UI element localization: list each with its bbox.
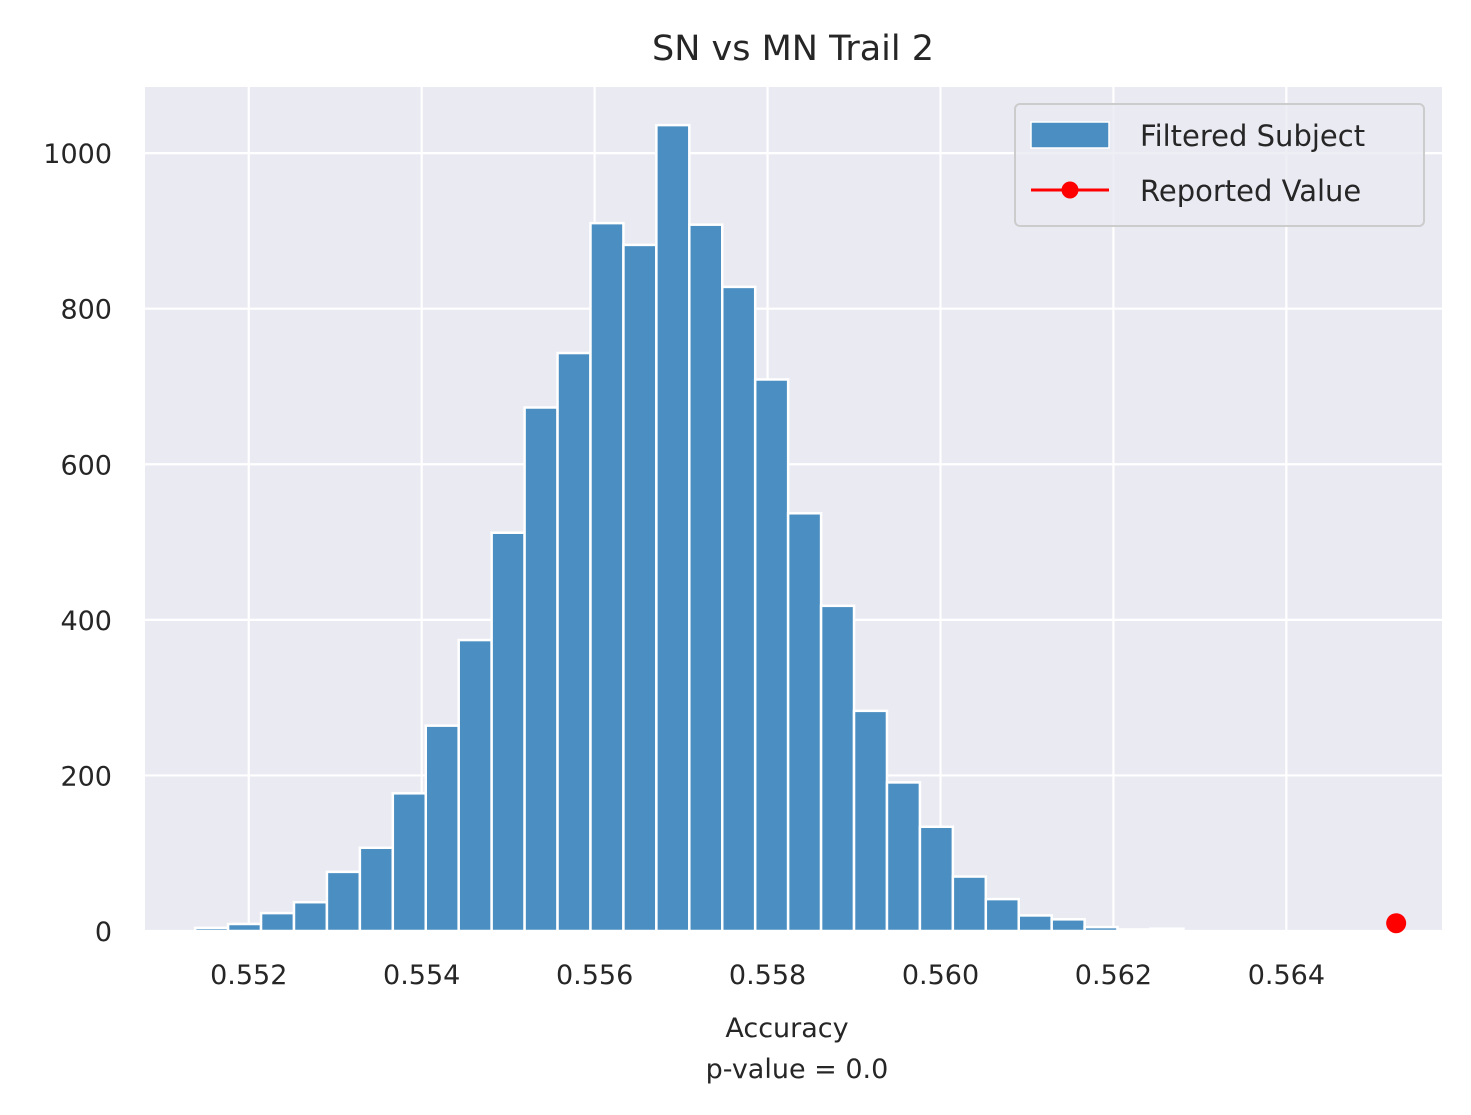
x-tick-labels: 0.552 0.554 0.556 0.558 0.560 0.562 0.564: [210, 960, 1325, 991]
reported-value-layer: [1386, 913, 1407, 934]
histogram-bar: [457, 638, 493, 933]
histogram-bar: [688, 223, 724, 933]
histogram-bar: [226, 922, 263, 933]
histogram-bar: [589, 221, 625, 933]
histogram-bar: [325, 870, 362, 933]
histogram-bar: [1050, 918, 1086, 933]
legend-label-histogram: Filtered Subject: [1140, 119, 1365, 153]
histogram-bar: [490, 531, 526, 933]
legend-label-reported: Reported Value: [1140, 174, 1361, 208]
histogram-bar: [1149, 927, 1185, 933]
chart-title: SN vs MN Trail 2: [652, 29, 934, 69]
x-axis-sublabel: p-value = 0.0: [706, 1054, 889, 1085]
reported-value-marker: [1386, 913, 1407, 934]
histogram-bar: [852, 709, 889, 933]
histogram-bar: [424, 724, 460, 933]
histogram-bar: [1116, 928, 1152, 933]
histogram-bar: [193, 926, 230, 933]
y-tick-label: 400: [60, 606, 112, 637]
x-tick-label: 0.554: [383, 960, 460, 991]
legend-box: [1014, 103, 1425, 227]
y-tick-label: 600: [60, 450, 112, 481]
histogram-bar: [885, 781, 922, 933]
histogram-bar: [622, 243, 658, 933]
y-tick-label: 800: [60, 295, 112, 326]
histogram-bar: [259, 911, 296, 933]
histogram-bar: [951, 875, 988, 933]
x-tick-label: 0.556: [556, 960, 633, 991]
histogram-bar: [655, 123, 691, 933]
histogram-bar: [523, 406, 559, 933]
y-tick-label: 1000: [43, 139, 112, 170]
x-tick-label: 0.552: [210, 960, 287, 991]
x-tick-label: 0.560: [902, 960, 979, 991]
legend-marker-reported: [1061, 181, 1079, 199]
x-tick-label: 0.558: [729, 960, 806, 991]
x-axis-label: Accuracy: [725, 1013, 848, 1044]
histogram-bar: [753, 378, 790, 933]
histogram-bar: [721, 285, 757, 933]
histogram-bar: [819, 604, 856, 933]
y-tick-label: 200: [60, 761, 112, 792]
histogram-bars: [193, 123, 1185, 933]
histogram-bar: [358, 846, 395, 933]
histogram-bar: [984, 897, 1020, 933]
histogram-bar: [786, 512, 823, 933]
histogram-bar: [1017, 914, 1053, 933]
histogram-bar: [556, 351, 592, 933]
histogram-bar: [391, 792, 428, 933]
histogram-bar: [918, 825, 955, 933]
y-tick-label: 0: [95, 917, 112, 948]
legend-swatch-histogram: [1030, 121, 1110, 149]
legend: Filtered Subject Reported Value: [1014, 103, 1425, 227]
y-tick-labels: 0 200 400 600 800 1000: [43, 139, 112, 948]
histogram-bar: [1083, 925, 1119, 933]
x-tick-label: 0.562: [1075, 960, 1152, 991]
x-tick-label: 0.564: [1248, 960, 1325, 991]
histogram-bar: [292, 900, 329, 933]
